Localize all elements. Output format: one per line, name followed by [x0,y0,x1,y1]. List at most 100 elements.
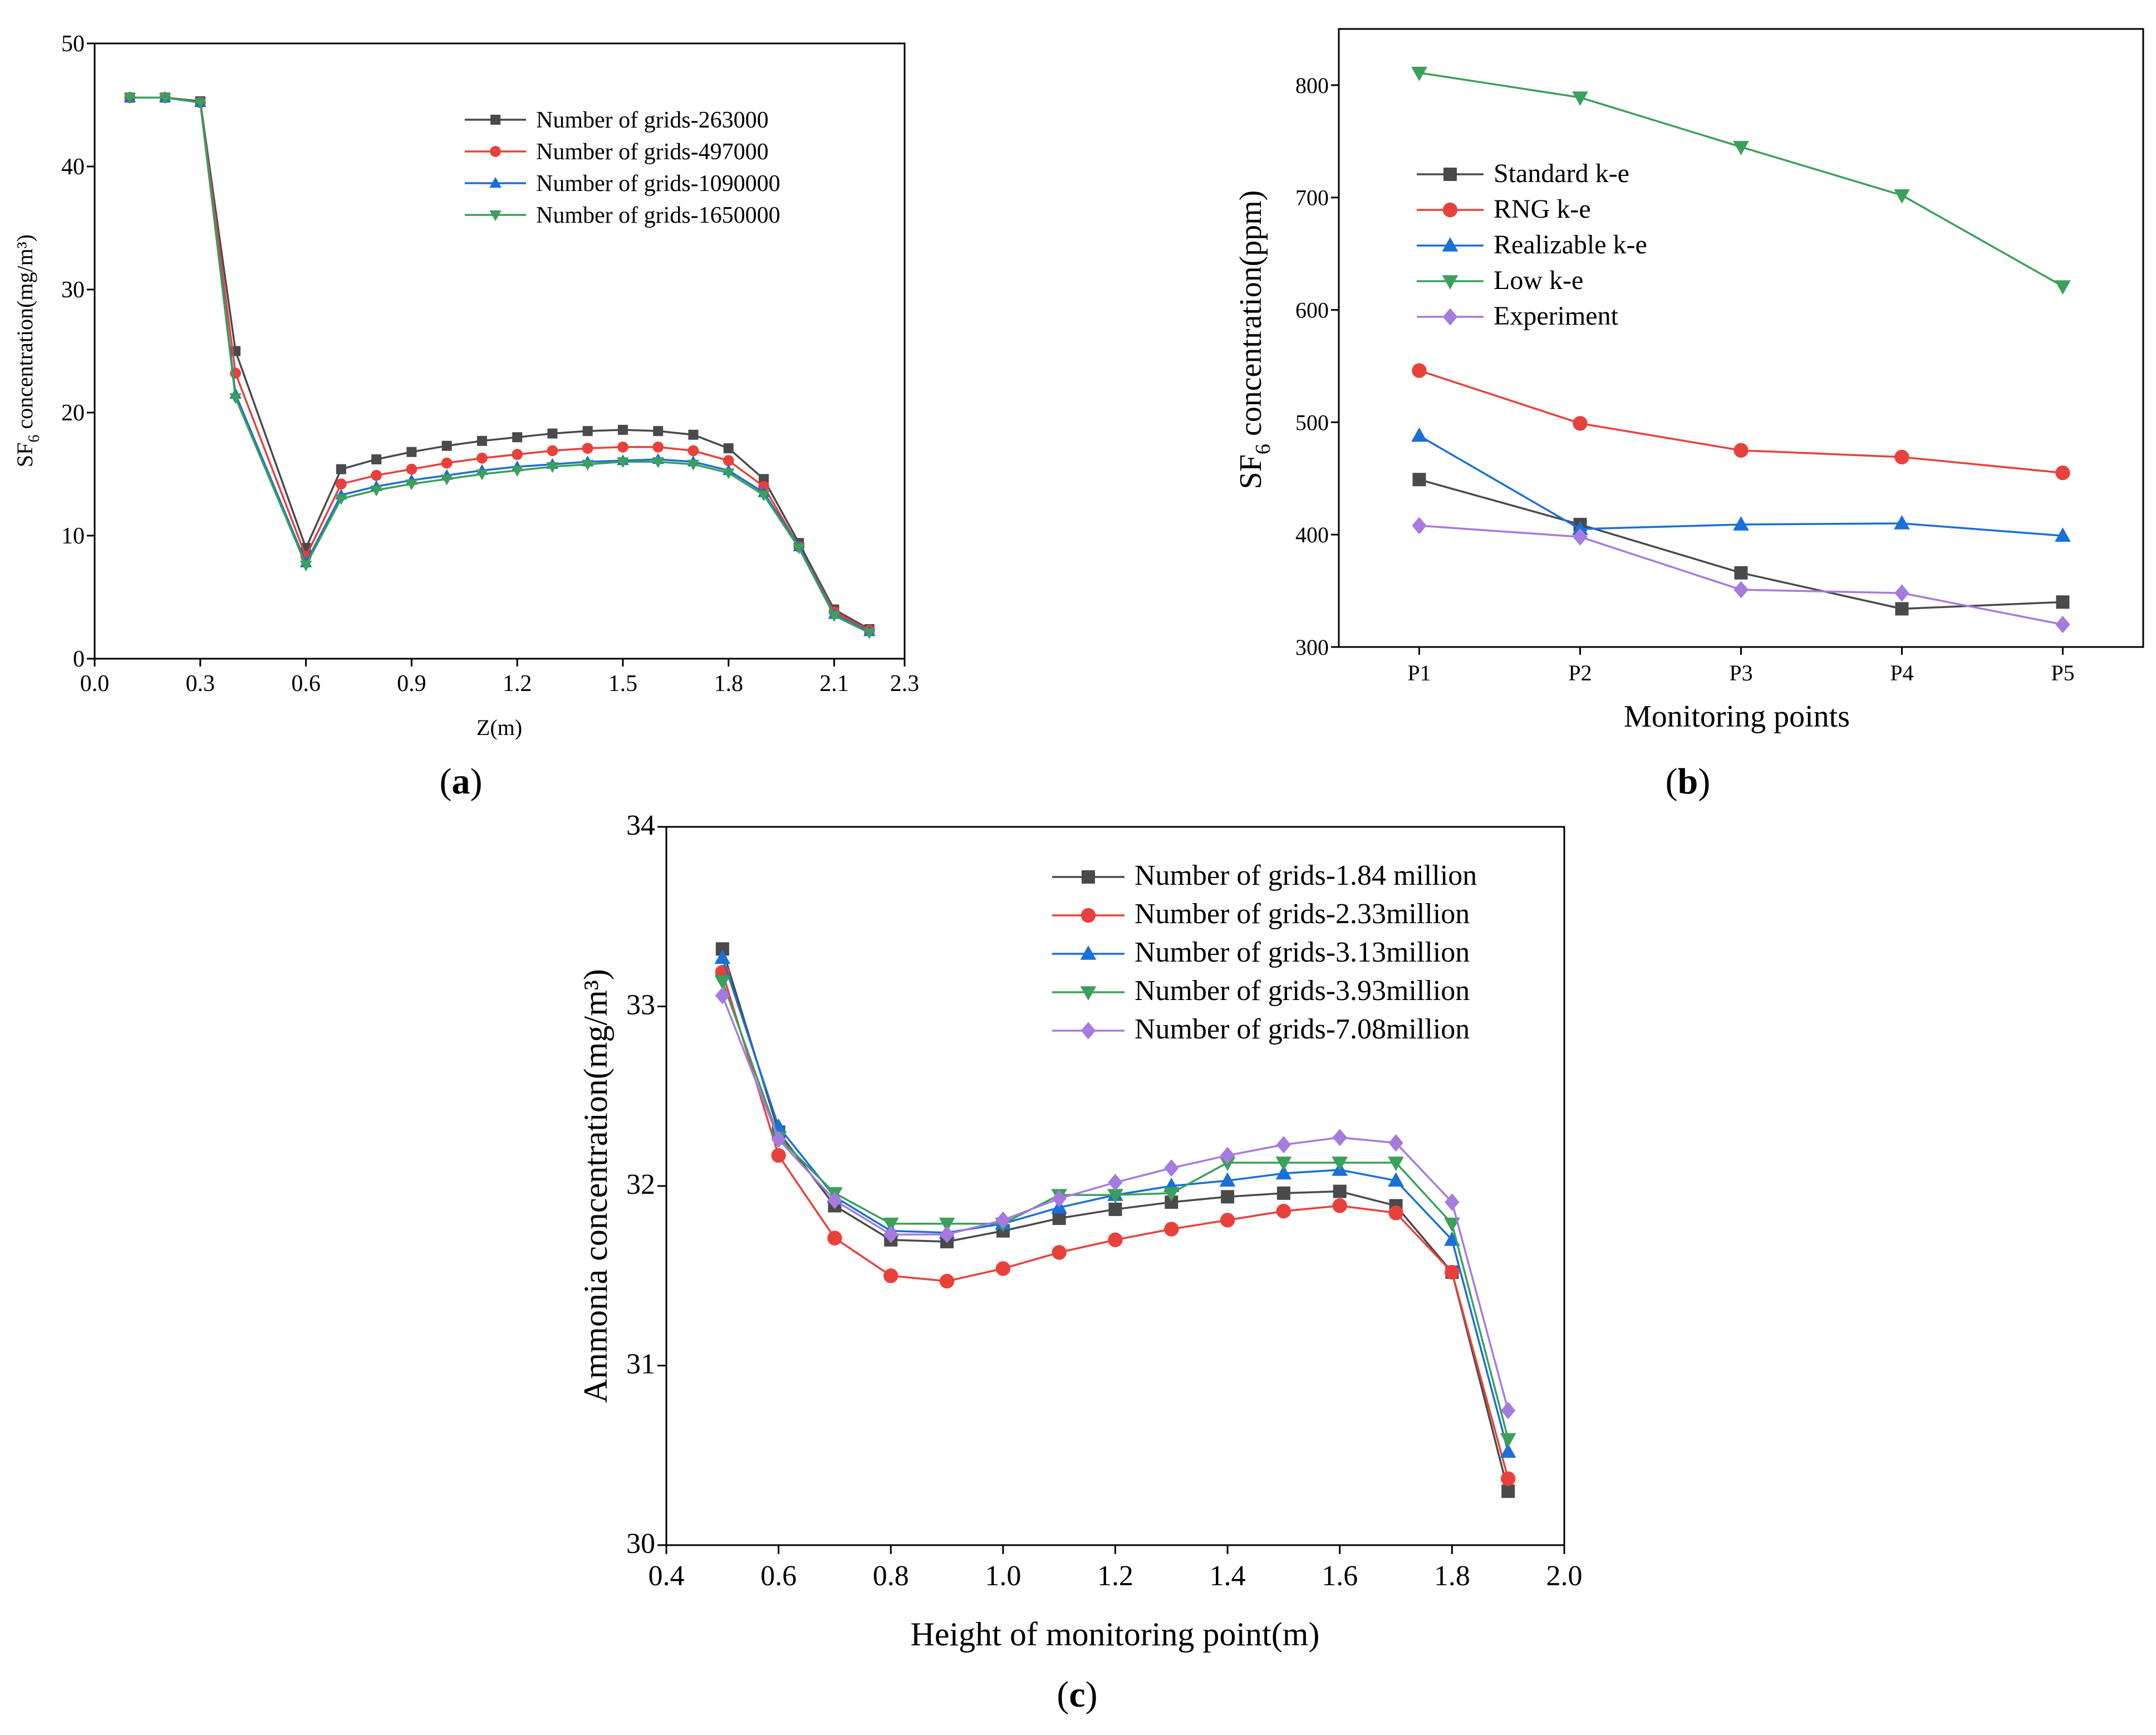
panel-c-series-4-point [995,1211,1011,1229]
panel-c-x-tick-label: 1.2 [1097,1560,1133,1592]
panel-a-x-tick-label: 0.6 [291,671,321,697]
panel-b-y-axis-label: SF6 concentration(ppm) [1234,190,1275,489]
panel-a-series-3-point [370,486,382,497]
panel-c-series-4-point [715,987,730,1004]
panel-b-x-axis-label: Monitoring points [1624,699,1850,734]
panel-a-series-0-point [512,432,523,443]
panel-a-series-1-point [547,445,558,457]
panel-b-series-1-point [1894,449,1909,465]
panel-a-legend-marker [489,210,502,222]
panel-c-series-0-point [1221,1190,1235,1204]
panel-b-y-tick-label: 800 [1295,73,1329,98]
panel-b-series-3-point [1572,91,1588,106]
panel-c-legend-marker [1080,986,1097,1001]
panel-c-series-1-point [1445,1265,1460,1280]
panel-a-x-tick-label: 2.3 [890,671,920,697]
panel-b-series-2-point [1572,521,1588,535]
panel-a-x-tick-label: 1.5 [608,671,638,697]
panel-c-legend-marker [1080,945,1097,960]
panel-c-legend-label: Number of grids-3.13million [1135,937,1470,968]
panel-b-series-0-point [1895,602,1909,616]
panel-c-series-2-point [1388,1172,1404,1187]
panel-a-legend-label: Number of grids-497000 [536,139,769,165]
panel-c-series-4-point [771,1130,786,1148]
panel-b-legend-label: Standard k-e [1494,159,1629,188]
panel-a-series-3-point [511,465,523,477]
panel-c-series-4-point [1108,1173,1123,1192]
panel-c-series-4-point [1445,1193,1460,1211]
panel-c-series-3-point [882,1217,899,1232]
panel-c-y-axis-label: Ammonia concentration(mg/m³) [577,969,614,1403]
panel-a-series-0-point [617,424,628,435]
panel-a-series-3-point [299,560,312,572]
panel-a-series-0-point [477,435,487,446]
panel-c-x-tick-label: 1.8 [1434,1560,1470,1592]
panel-a-series-3-point [194,97,207,109]
panel-c-series-1-point [1164,1222,1179,1237]
panel-c-series-3-point [1107,1189,1123,1204]
panel-a-caption: (a) [440,761,483,802]
panel-c-series-3-point [1500,1433,1516,1448]
panel-b-y-tick-label: 600 [1295,298,1329,323]
panel-a-series-1-point [335,478,347,490]
panel-b-y-tick-label: 500 [1295,410,1329,435]
panel-c-series-3-point [1163,1187,1180,1202]
panel-a-series-3-point [546,462,559,473]
panel-a-series-3-point [687,459,700,471]
panel-b-plot-frame [1338,28,2144,648]
panel-b-series-3-point [2055,280,2071,295]
panel-c-series-4-point [1332,1129,1347,1146]
panel-a-series-0-point [371,454,382,464]
panel-c-series-1-point [1052,1245,1067,1260]
panel-a-series-0-point [653,426,664,437]
panel-b-series-1-point [1412,363,1427,378]
panel-b-series-1-point [1573,416,1588,431]
panel-c-series-4-point [883,1226,898,1243]
panel-c-series-0-point [1108,1202,1122,1216]
panel-b-x-tick-label: P4 [1890,660,1913,685]
panel-a-x-axis-label: Z(m) [477,715,522,740]
panel-b-legend-label: Experiment [1494,301,1619,331]
panel-c-x-tick-label: 1.4 [1210,1560,1246,1592]
panel-b-y-tick-label: 700 [1295,185,1329,210]
panel-b-series-2-point [1894,515,1910,530]
panel-a-plot-frame [94,42,906,660]
panel-b-series-0-point [2056,595,2070,609]
panel-b-series-4-point [1573,528,1588,546]
panel-a-legend-marker [490,146,501,157]
panel-a-series-3-point [405,479,418,491]
panel-c-x-tick-label: 2.0 [1546,1560,1583,1592]
panel-c-series-3-point [939,1217,955,1232]
panel-c-series-4-point [1052,1189,1067,1208]
panel-b-series-4-point [1733,581,1749,599]
panel-b-series-3-point [1733,141,1749,155]
panel-b-x-tick-label: P3 [1729,660,1752,685]
panel-c-legend-marker [1081,908,1096,923]
panel-a-series-1-point [687,445,699,457]
panel-a-series-3-point [581,459,594,471]
panel-b-series-2-point [2055,527,2071,542]
panel-c-y-tick-label: 33 [626,989,655,1021]
panel-b-series-3-point [1894,189,1910,204]
panel-c-series-2-point [1500,1443,1516,1458]
panel-c-series-3-point [714,975,731,990]
panel-c-series-2-point [1219,1172,1236,1187]
panel-c-series-line-1 [721,972,1509,1479]
panel-c-y-tick-label: 31 [626,1349,655,1380]
panel-b-series-0-point [1412,473,1426,487]
panel-c-x-tick-label: 0.6 [760,1560,797,1592]
panel-a-series-1-point [617,441,628,453]
panel-c-series-0-point [1052,1212,1066,1226]
panel-c-series-3-point [1275,1156,1292,1172]
panel-c-y-tick-label: 30 [626,1528,655,1560]
panel-a-series-3-point [159,93,171,104]
panel-b-x-tick-label: P1 [1407,660,1431,685]
panel-c-legend-marker [1081,1022,1096,1040]
panel-a-series-0-point [441,440,452,451]
panel-c-y-tick-label: 32 [626,1169,655,1200]
panel-a-y-tick-label: 30 [61,277,85,303]
panel-c-series-3-point [1332,1156,1348,1172]
panel-b-series-4-point [1894,584,1909,602]
panel-b-x-tick-label: P5 [2051,660,2074,685]
